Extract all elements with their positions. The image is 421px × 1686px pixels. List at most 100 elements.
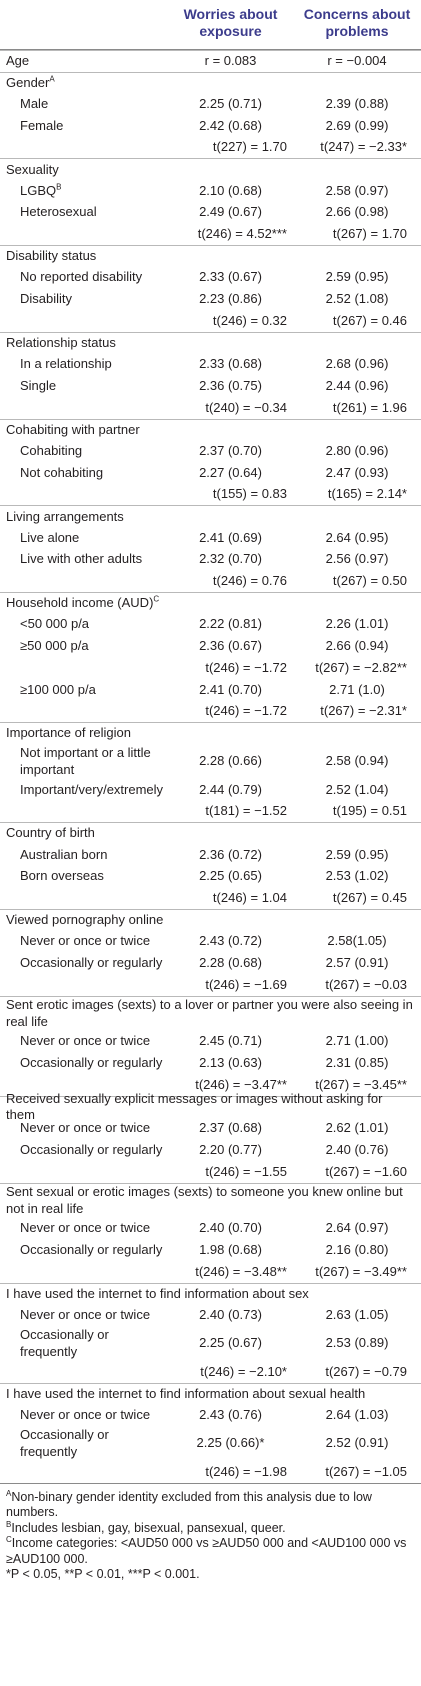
row-label: Disability status <box>0 248 421 265</box>
table-stat-row: t(155) = 0.83 t(165) = 2.14* <box>0 484 421 506</box>
footnotes: ANon-binary gender identity excluded fro… <box>0 1484 421 1583</box>
table-row: Cohabiting 2.37 (0.70) 2.80 (0.96) <box>0 440 421 462</box>
cell-worries-exposure: 2.42 (0.68) <box>199 117 262 133</box>
table-stat-row: t(246) = −2.10* t(267) = −0.79 <box>0 1361 421 1383</box>
cell-worries-exposure: 2.27 (0.64) <box>199 464 262 480</box>
row-label-text: Never or once or twice <box>20 1407 151 1423</box>
cell-concerns-problems: 2.52 (1.08) <box>325 291 389 307</box>
table-row: No reported disability 2.33 (0.67) 2.59 (0… <box>0 267 421 289</box>
table-row: Disability 2.23 (0.86) 2.52 (1.08) <box>0 289 421 311</box>
cell-worries-exposure: t(246) = −1.98 <box>205 1463 287 1479</box>
table-row: Never or once or twice 2.45 (0.71) 2.71 (1… <box>0 1031 421 1053</box>
cell-worries-exposure: 2.45 (0.71) <box>199 1033 262 1049</box>
table-section-row: I have used the internet to find informa… <box>0 1382 421 1405</box>
cell-concerns-problems: t(267) = 0.46 <box>332 312 407 328</box>
row-label-text: Born overseas <box>20 868 104 884</box>
row-label: Single <box>0 378 168 395</box>
cell-worries-exposure: 2.33 (0.68) <box>199 356 262 372</box>
table-section-row: Country of birth <box>0 822 421 844</box>
row-label: Viewed pornography online <box>0 912 421 929</box>
row-label: Living arrangements <box>0 509 421 526</box>
table-row: Not important or a little important 2.28 … <box>0 744 421 779</box>
table-stat-row: t(181) = −1.52 t(195) = 0.51 <box>0 801 421 823</box>
row-label-text: Live alone <box>20 529 80 545</box>
row-label: Not important or a little important <box>0 745 168 778</box>
table-row: Occasionally or regularly 2.13 (0.63) 2.31… <box>0 1053 421 1075</box>
row-label-text: Never or once or twice <box>20 933 151 949</box>
row-label: Never or once or twice <box>0 1220 168 1237</box>
row-label-text: Cohabiting <box>20 442 83 458</box>
row-label: Cohabiting with partner <box>0 422 421 439</box>
cell-worries-exposure: 1.98 (0.68) <box>199 1241 262 1257</box>
table-row: ≥50 000 p/a 2.36 (0.67) 2.66 (0.94) <box>0 636 421 658</box>
row-label: Occasionally or frequently <box>0 1427 168 1460</box>
row-label: Born overseas <box>0 868 168 885</box>
cell-concerns-problems: 2.52 (1.04) <box>325 781 389 797</box>
table-row: Born overseas 2.25 (0.65) 2.53 (1.02) <box>0 866 421 888</box>
table-stat-row: t(246) = −3.47** t(267) = −3.45** <box>0 1074 421 1096</box>
cell-concerns-problems: 2.57 (0.91) <box>325 955 389 971</box>
row-label: Country of birth <box>0 825 421 842</box>
cell-worries-exposure: 2.44 (0.79) <box>199 781 262 797</box>
cell-concerns-problems: 2.40 (0.76) <box>325 1141 389 1157</box>
cell-worries-exposure: 2.37 (0.70) <box>199 442 262 458</box>
cell-worries-exposure: t(227) = 1.70 <box>212 139 287 155</box>
row-label: LGBQB <box>0 183 168 200</box>
cell-concerns-problems: t(267) = −1.60 <box>325 1163 407 1179</box>
cell-worries-exposure: 2.25 (0.66)* <box>196 1435 265 1451</box>
row-label: Important/very/extremely <box>0 782 168 799</box>
table-row: Australian born 2.36 (0.72) 2.59 (0.95) <box>0 844 421 866</box>
table-row: ≥100 000 p/a 2.41 (0.70) 2.71 (1.0) <box>0 679 421 701</box>
row-label-text: Female <box>20 117 64 133</box>
row-label: I have used the internet to find informa… <box>0 1386 421 1403</box>
row-label: <50 000 p/a <box>0 616 168 633</box>
table-row: Occasionally or regularly 1.98 (0.68) 2.16… <box>0 1239 421 1261</box>
table-section-row: Relationship status <box>0 331 421 354</box>
table-row: Female 2.42 (0.68) 2.69 (0.99) <box>0 115 421 137</box>
table-row: Not cohabiting 2.27 (0.64) 2.47 (0.93) <box>0 462 421 484</box>
table-section-row: Cohabiting with partner <box>0 418 421 441</box>
row-label: Sexuality <box>0 162 421 179</box>
row-label-text: <50 000 p/a <box>20 616 90 632</box>
row-label-text: Household income (AUD) <box>6 595 154 611</box>
table-row: In a relationship 2.33 (0.68) 2.68 (0.96) <box>0 354 421 376</box>
row-label-text: Sent erotic images (sexts) to a lover or… <box>6 997 413 1029</box>
cell-worries-exposure: 2.37 (0.68) <box>199 1120 262 1136</box>
table-body: Age r = 0.083 r = −0.004 GenderA Male 2.25 (0… <box>0 50 421 1483</box>
cell-worries-exposure: t(246) = −2.10* <box>200 1363 287 1379</box>
row-label: Never or once or twice <box>0 933 168 950</box>
table-section-row: Sent sexual or erotic images (sexts) to … <box>0 1182 421 1218</box>
row-label: Female <box>0 118 168 135</box>
table-stat-row: t(246) = 0.32 t(267) = 0.46 <box>0 310 421 332</box>
cell-concerns-problems: 2.62 (1.01) <box>325 1120 389 1136</box>
row-label-text: Sent sexual or erotic images (sexts) to … <box>6 1184 403 1216</box>
cell-worries-exposure: t(246) = 0.76 <box>212 573 287 589</box>
footnote: BIncludes lesbian, gay, bisexual, pansex… <box>6 1520 415 1537</box>
row-label: Occasionally or frequently <box>0 1327 168 1360</box>
cell-concerns-problems: t(165) = 2.14* <box>327 486 407 502</box>
table-section-row: Household income (AUD)C <box>0 592 421 614</box>
cell-concerns-problems: 2.63 (1.05) <box>325 1307 389 1323</box>
row-label: Never or once or twice <box>0 1407 168 1424</box>
row-label: Cohabiting <box>0 443 168 460</box>
table-row: Never or once or twice 2.43 (0.76) 2.64 (1… <box>0 1405 421 1427</box>
row-label: Importance of religion <box>0 725 421 742</box>
row-label: Never or once or twice <box>0 1033 168 1050</box>
table-row: LGBQB 2.10 (0.68) 2.58 (0.97) <box>0 180 421 202</box>
row-label-text: Occasionally or frequently <box>20 1327 109 1359</box>
cell-worries-exposure: t(240) = −0.34 <box>205 399 287 415</box>
row-label-text: Disability <box>20 291 73 307</box>
cell-concerns-problems: 2.56 (0.97) <box>325 551 389 567</box>
footnote-text: Non-binary gender identity excluded from… <box>6 1489 372 1520</box>
row-label: In a relationship <box>0 356 168 373</box>
footnote-marker: C <box>153 594 160 604</box>
cell-worries-exposure: 2.36 (0.75) <box>199 377 262 393</box>
cell-worries-exposure: 2.32 (0.70) <box>199 551 262 567</box>
row-label-text: Sexuality <box>6 161 59 177</box>
row-label: Never or once or twice <box>0 1120 168 1137</box>
row-label-text: Not cohabiting <box>20 464 104 480</box>
cell-concerns-problems: 2.16 (0.80) <box>325 1241 389 1257</box>
row-label-text: Relationship status <box>6 335 116 351</box>
cell-worries-exposure: 2.25 (0.65) <box>199 868 262 884</box>
row-label-text: Occasionally or regularly <box>20 1141 163 1157</box>
